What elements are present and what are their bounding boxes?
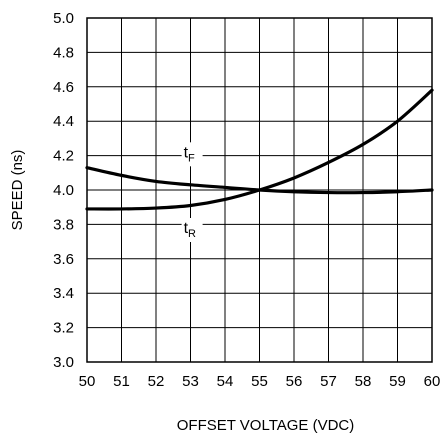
- x-tick-label: 60: [424, 373, 441, 390]
- x-tick-label: 54: [217, 373, 234, 390]
- y-tick-label: 4.0: [53, 182, 74, 199]
- y-axis-title: SPEED (ns): [9, 150, 26, 231]
- x-tick-labels: 50 51 52 53 54 55 56 57 58 59 60: [79, 373, 441, 390]
- x-tick-label: 51: [113, 373, 130, 390]
- x-tick-label: 57: [320, 373, 337, 390]
- series-label-main: t: [184, 144, 189, 161]
- y-tick-label: 3.6: [53, 251, 74, 268]
- series-label-main: t: [184, 220, 189, 237]
- x-tick-label: 50: [79, 373, 96, 390]
- y-tick-label: 3.4: [53, 285, 74, 302]
- x-tick-label: 52: [148, 373, 165, 390]
- y-tick-label: 3.0: [53, 354, 74, 371]
- y-tick-label: 5.0: [53, 10, 74, 27]
- series-label-bg: [181, 142, 203, 167]
- x-tick-label: 58: [355, 373, 372, 390]
- y-tick-label: 3.8: [53, 216, 74, 233]
- series-label-sub: F: [188, 152, 195, 164]
- series-label-tF: tF: [184, 144, 195, 164]
- series-label-tR: tR: [184, 220, 196, 240]
- x-tick-label: 55: [251, 373, 268, 390]
- x-axis-title: OFFSET VOLTAGE (VDC): [177, 417, 355, 434]
- x-tick-label: 53: [182, 373, 199, 390]
- y-tick-label: 3.2: [53, 320, 74, 337]
- y-tick-label: 4.4: [53, 113, 74, 130]
- y-tick-labels: 3.0 3.2 3.4 3.6 3.8 4.0 4.2 4.4 4.6 4.8 5.0: [53, 10, 74, 371]
- y-tick-label: 4.6: [53, 79, 74, 96]
- series-line-tR: [85, 88, 434, 211]
- series-label-bg: [181, 218, 203, 242]
- x-tick-label: 59: [389, 373, 406, 390]
- data-series: [85, 88, 434, 211]
- y-tick-label: 4.2: [53, 148, 74, 165]
- series-label-sub: R: [188, 228, 196, 240]
- y-tick-label: 4.8: [53, 44, 74, 61]
- x-tick-label: 56: [286, 373, 303, 390]
